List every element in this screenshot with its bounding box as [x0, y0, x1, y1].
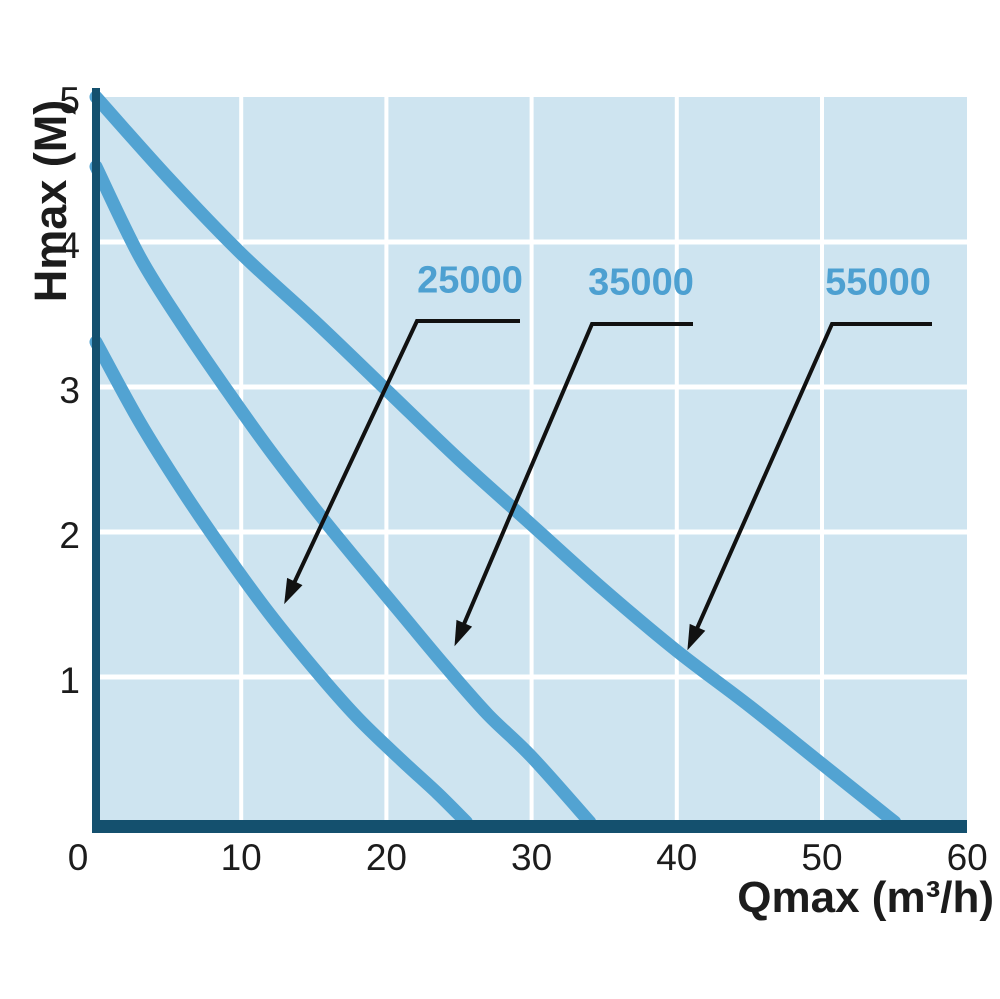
- x-tick-label-60: 60: [946, 837, 988, 878]
- callout-arrowhead-25000: [284, 577, 303, 605]
- curve-label-25000: 25000: [417, 259, 523, 302]
- x-tick-label-40: 40: [656, 837, 698, 878]
- callout-line-25000: [286, 319, 520, 597]
- y-tick-label-1: 1: [59, 660, 80, 701]
- y-tick-label-2: 2: [59, 515, 80, 556]
- curve-label-35000: 35000: [588, 261, 694, 304]
- y-axis-title: Hmax (M): [25, 99, 76, 303]
- callout-line-55000: [689, 322, 932, 643]
- callout-line-35000: [456, 322, 693, 639]
- y-tick-label-5: 5: [59, 80, 80, 121]
- pump-curve-35000: [89, 160, 597, 829]
- pump-curve-55000: [89, 90, 902, 829]
- x-tick-label-10: 10: [220, 837, 262, 878]
- pump-curve-25000: [89, 335, 473, 829]
- y-axis-bar: [92, 88, 100, 832]
- x-tick-label-50: 50: [801, 837, 843, 878]
- x-tick-label-30: 30: [511, 837, 553, 878]
- x-tick-label-20: 20: [365, 837, 407, 878]
- x-axis-title: Qmax (m³/h): [737, 873, 994, 922]
- y-tick-label-3: 3: [59, 370, 80, 411]
- callout-arrowhead-55000: [687, 623, 706, 651]
- x-tick-label-0: 0: [67, 837, 89, 878]
- curve-label-55000: 55000: [825, 261, 931, 304]
- y-tick-label-4: 4: [59, 225, 80, 266]
- callout-arrowhead-35000: [454, 619, 473, 647]
- x-axis-bar: [92, 820, 967, 833]
